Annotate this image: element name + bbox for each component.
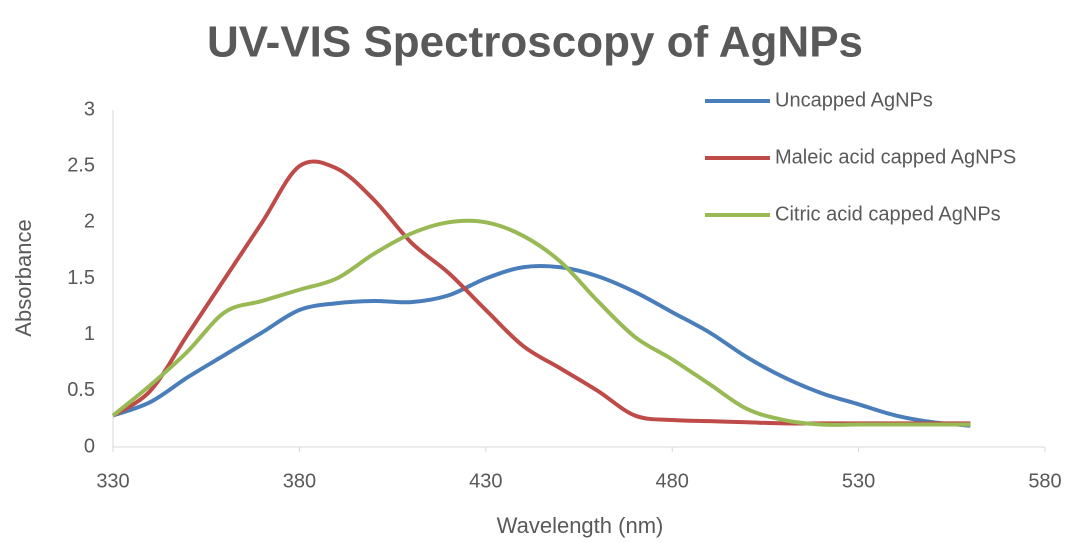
series-line — [112, 264, 971, 428]
x-axis-title: Wavelength (nm) — [497, 513, 664, 538]
y-tick-label: 2.5 — [67, 154, 95, 176]
x-tick-label: 480 — [656, 470, 689, 492]
x-tick-label: 430 — [469, 470, 502, 492]
y-tick-label: 2 — [84, 211, 95, 233]
y-tick-label: 3 — [84, 98, 95, 120]
x-tick-label: 530 — [842, 470, 875, 492]
x-tick-label: 330 — [96, 470, 129, 492]
y-tick-label: 0.5 — [67, 379, 95, 401]
legend-label: Citric acid capped AgNPs — [775, 203, 1001, 225]
x-tick-label: 580 — [1028, 470, 1061, 492]
y-tick-label: 0 — [84, 435, 95, 457]
chart-title: UV-VIS Spectroscopy of AgNPs — [207, 18, 863, 67]
legend-label: Uncapped AgNPs — [775, 89, 933, 111]
series-line — [111, 159, 971, 426]
y-tick-label: 1 — [84, 323, 95, 345]
x-tick-label: 380 — [283, 470, 316, 492]
series-line — [111, 218, 971, 427]
y-axis-title: Absorbance — [11, 219, 36, 336]
legend-label: Maleic acid capped AgNPS — [775, 146, 1016, 168]
y-tick-label: 1.5 — [67, 267, 95, 289]
